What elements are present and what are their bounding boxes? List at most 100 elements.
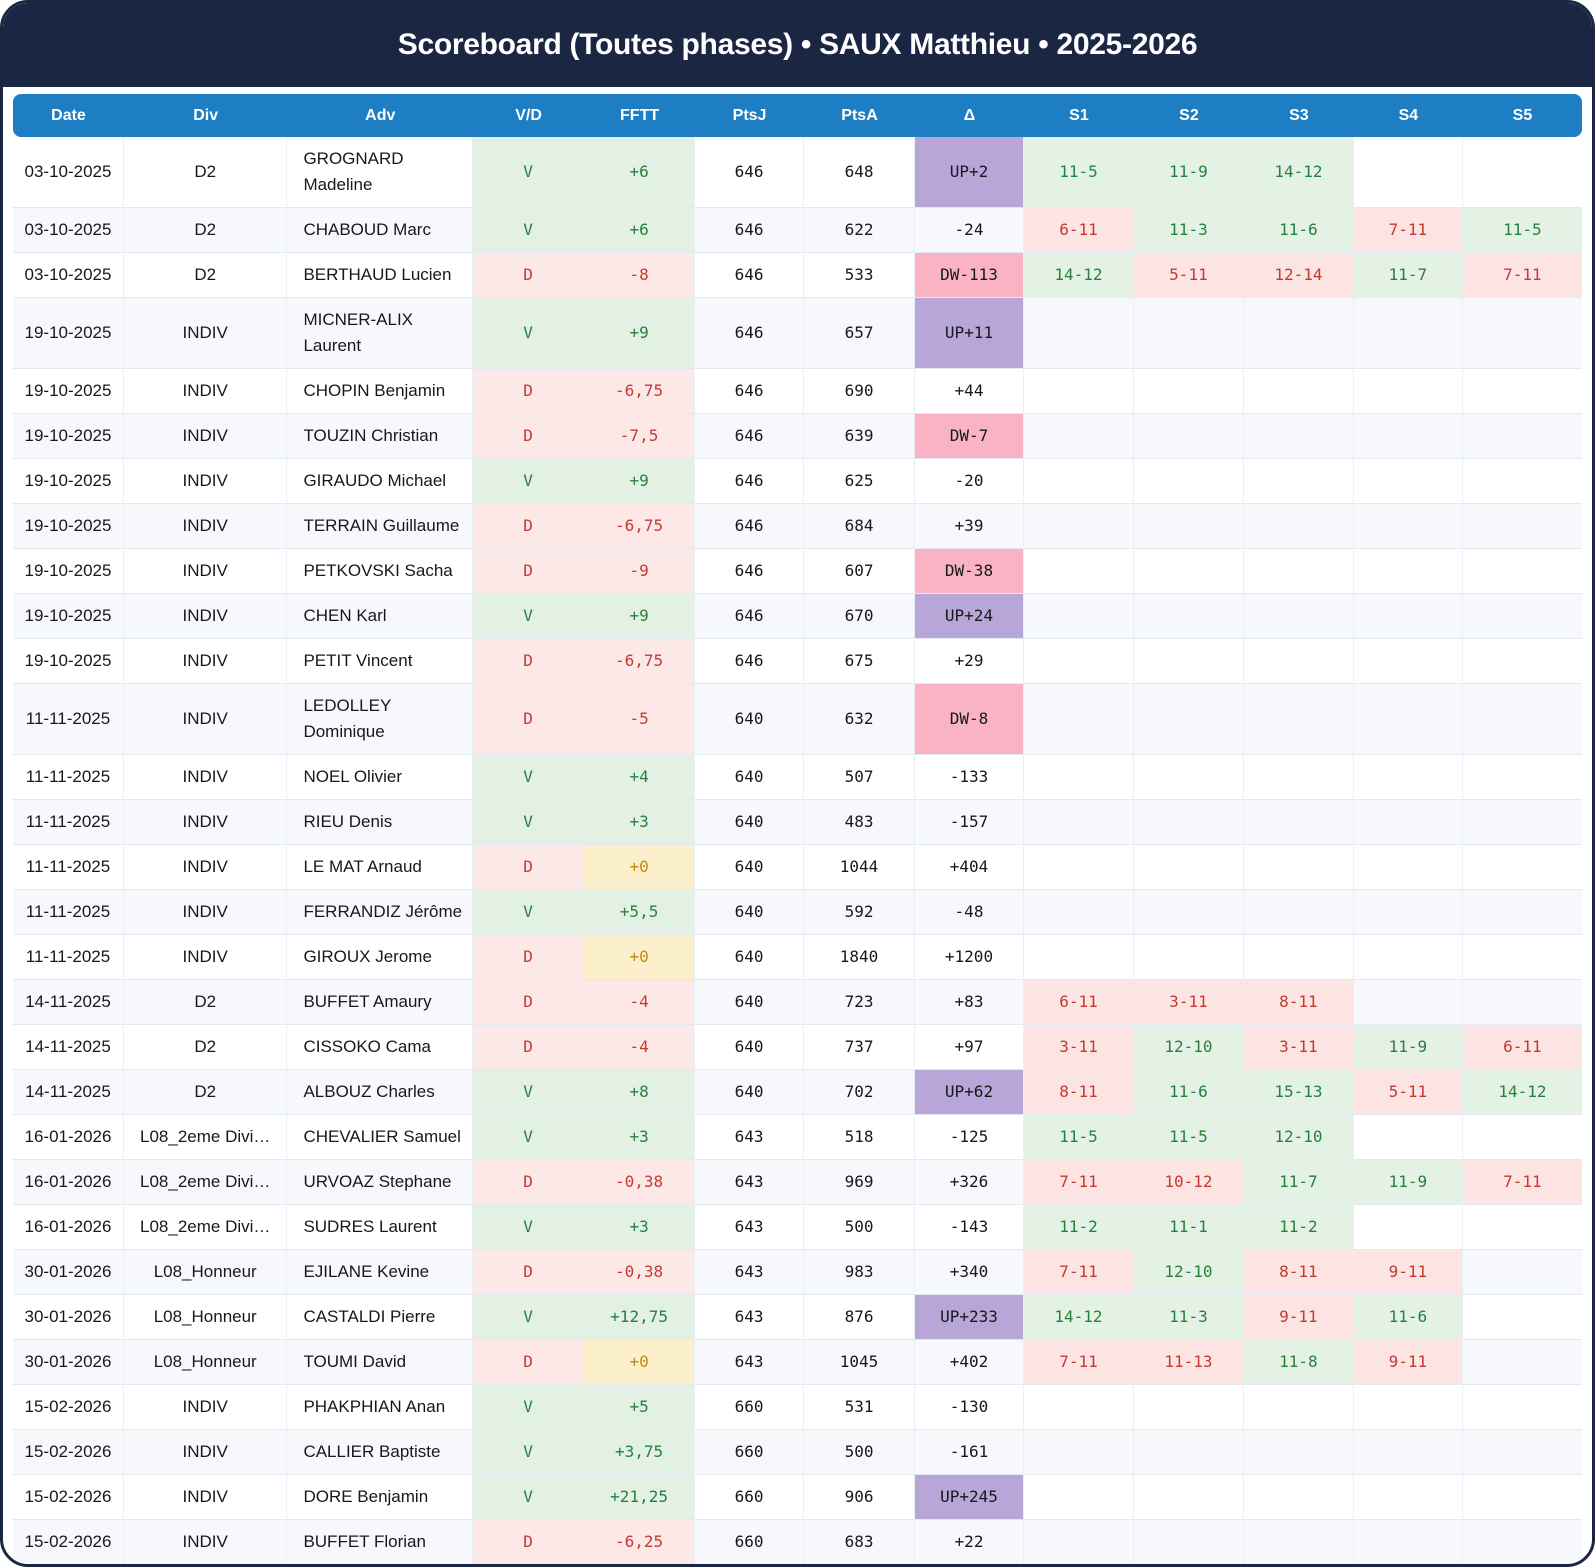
adv-cell: EJILANE Kevine xyxy=(287,1250,474,1295)
set-cell: 7-11 xyxy=(1023,1160,1134,1205)
adv-cell: CISSOKO Cama xyxy=(287,1025,474,1070)
set-cell: 11-6 xyxy=(1353,1295,1463,1340)
fftt-cell: +3 xyxy=(584,800,696,845)
set-cell: 10-12 xyxy=(1133,1160,1244,1205)
set-cell: 15-13 xyxy=(1243,1070,1354,1115)
fftt-cell: -6,25 xyxy=(584,1520,696,1564)
fftt-cell: +4 xyxy=(584,755,696,800)
ptsa-cell: 639 xyxy=(804,414,916,459)
set-cell: 12-14 xyxy=(1243,253,1354,298)
set-cell xyxy=(1353,504,1463,549)
set-cell xyxy=(1243,369,1354,414)
date-cell: 11-11-2025 xyxy=(13,755,124,800)
fftt-cell: +21,25 xyxy=(584,1475,696,1520)
set-cell: 8-11 xyxy=(1243,1250,1354,1295)
fftt-cell: +6 xyxy=(584,208,696,253)
set-cell xyxy=(1243,890,1354,935)
date-cell: 14-11-2025 xyxy=(13,1070,124,1115)
adv-cell: CHOPIN Benjamin xyxy=(287,369,474,414)
set-cell xyxy=(1462,800,1582,845)
ptsa-cell: 625 xyxy=(804,459,916,504)
delta-cell: +83 xyxy=(915,980,1024,1025)
set-cell xyxy=(1353,459,1463,504)
div-cell: INDIV xyxy=(123,1430,288,1475)
vd-cell: D xyxy=(473,369,585,414)
set-cell xyxy=(1353,369,1463,414)
set-cell xyxy=(1243,504,1354,549)
fftt-cell: +9 xyxy=(584,298,696,369)
date-cell: 11-11-2025 xyxy=(13,845,124,890)
ptsa-cell: 983 xyxy=(804,1250,916,1295)
fftt-cell: +8 xyxy=(584,1070,696,1115)
set-cell: 11-3 xyxy=(1133,208,1244,253)
ptsj-cell: 643 xyxy=(695,1250,805,1295)
set-cell: 7-11 xyxy=(1353,208,1463,253)
div-cell: D2 xyxy=(123,253,288,298)
ptsa-cell: 518 xyxy=(804,1115,916,1160)
set-cell xyxy=(1023,459,1134,504)
vd-cell: D xyxy=(473,980,585,1025)
vd-cell: V xyxy=(473,459,585,504)
set-cell: 7-11 xyxy=(1462,253,1582,298)
ptsj-cell: 640 xyxy=(695,845,805,890)
adv-cell: BUFFET Florian xyxy=(287,1520,474,1564)
set-cell xyxy=(1133,845,1244,890)
fftt-cell: -4 xyxy=(584,980,696,1025)
adv-cell: TOUMI David xyxy=(287,1340,474,1385)
set-cell xyxy=(1023,684,1134,755)
delta-cell: -20 xyxy=(915,459,1024,504)
set-cell xyxy=(1133,459,1244,504)
set-cell xyxy=(1024,1520,1134,1564)
set-cell xyxy=(1353,1475,1463,1520)
date-cell: 19-10-2025 xyxy=(13,504,124,549)
set-cell xyxy=(1462,1340,1582,1385)
set-cell xyxy=(1133,594,1244,639)
date-cell: 19-10-2025 xyxy=(13,639,124,684)
delta-cell: -125 xyxy=(915,1115,1024,1160)
set-cell xyxy=(1023,594,1134,639)
delta-cell: -24 xyxy=(915,208,1024,253)
div-cell: L08_2eme Divi… xyxy=(123,1115,288,1160)
vd-cell: D xyxy=(473,1250,585,1295)
set-cell xyxy=(1353,800,1463,845)
adv-cell: DORE Benjamin xyxy=(287,1475,474,1520)
div-cell: INDIV xyxy=(123,800,288,845)
vd-cell: V xyxy=(473,1385,585,1430)
col-header-fftt: FFTT xyxy=(584,94,696,137)
set-cell xyxy=(1353,1385,1463,1430)
date-cell: 11-11-2025 xyxy=(13,800,124,845)
set-cell xyxy=(1462,414,1582,459)
col-header-ptsa: PtsA xyxy=(804,94,916,137)
set-cell xyxy=(1353,1430,1463,1475)
date-cell: 30-01-2026 xyxy=(13,1250,124,1295)
set-cell xyxy=(1243,594,1354,639)
adv-cell: CALLIER Baptiste xyxy=(287,1430,474,1475)
table-row: 19-10-2025 INDIV MICNER-ALIX Laurent V +9 646… xyxy=(13,298,1582,369)
delta-cell: DW-38 xyxy=(915,549,1024,594)
scoreboard-table-wrap: Date Div Adv V/D FFTT PtsJ PtsA Δ S1 S2 S3 S4 S5 03-… xyxy=(3,87,1592,1564)
ptsj-cell: 646 xyxy=(695,504,805,549)
table-row: 11-11-2025 INDIV LE MAT Arnaud D +0 640 1044 +4… xyxy=(13,845,1582,890)
delta-cell: UP+24 xyxy=(915,594,1024,639)
set-cell xyxy=(1353,414,1463,459)
set-cell xyxy=(1133,549,1244,594)
date-cell: 30-01-2026 xyxy=(13,1295,124,1340)
ptsj-cell: 646 xyxy=(695,459,805,504)
vd-cell: V xyxy=(473,890,585,935)
adv-cell: GIROUX Jerome xyxy=(287,935,474,980)
set-cell xyxy=(1353,137,1463,208)
ptsa-cell: 670 xyxy=(804,594,916,639)
fftt-cell: +3 xyxy=(584,1115,696,1160)
set-cell xyxy=(1243,459,1354,504)
set-cell xyxy=(1243,800,1354,845)
set-cell xyxy=(1023,1430,1134,1475)
set-cell xyxy=(1462,594,1582,639)
delta-cell: DW-7 xyxy=(915,414,1024,459)
adv-cell: PHAKPHIAN Anan xyxy=(287,1385,474,1430)
fftt-cell: -6,75 xyxy=(584,369,696,414)
delta-cell: DW-8 xyxy=(915,684,1024,755)
set-cell xyxy=(1023,755,1134,800)
div-cell: L08_2eme Divi… xyxy=(123,1205,288,1250)
div-cell: INDIV xyxy=(123,549,288,594)
set-cell xyxy=(1462,755,1582,800)
